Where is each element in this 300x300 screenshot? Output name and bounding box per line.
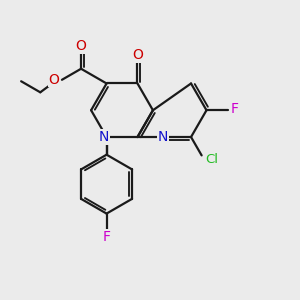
Text: F: F bbox=[231, 102, 239, 116]
Text: O: O bbox=[48, 73, 59, 87]
Text: Cl: Cl bbox=[206, 153, 218, 166]
Text: O: O bbox=[76, 39, 86, 53]
Text: F: F bbox=[103, 230, 111, 244]
Text: O: O bbox=[132, 48, 143, 62]
Text: N: N bbox=[158, 130, 168, 144]
Text: N: N bbox=[98, 130, 109, 144]
